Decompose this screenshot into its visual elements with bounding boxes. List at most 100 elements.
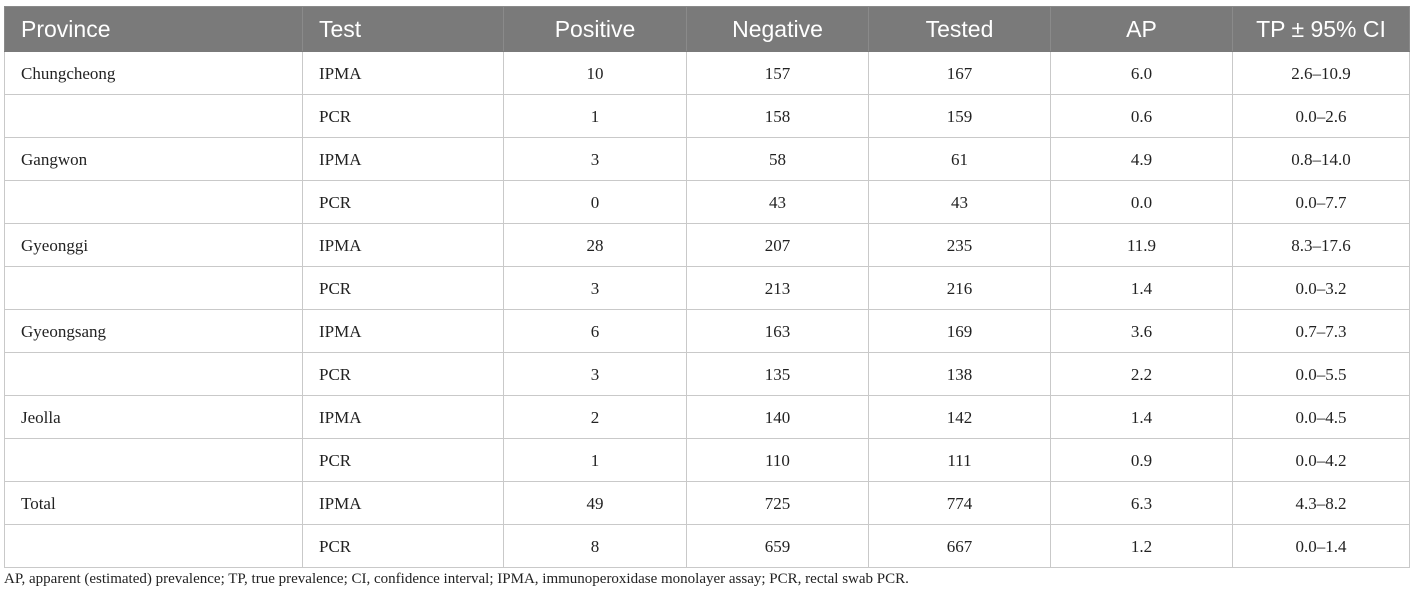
cell-tp-ci: 0.8–14.0	[1232, 137, 1410, 181]
cell-tested: 61	[868, 137, 1051, 181]
column-header-positive: Positive	[503, 6, 687, 52]
cell-tp-ci: 4.3–8.2	[1232, 481, 1410, 525]
cell-negative: 110	[686, 438, 869, 482]
cell-ap: 0.9	[1050, 438, 1233, 482]
cell-test: IPMA	[302, 51, 504, 95]
cell-ap: 0.6	[1050, 94, 1233, 138]
cell-ap: 4.9	[1050, 137, 1233, 181]
table-row: Gyeongsang IPMA 6 163 169 3.6 0.7–7.3	[4, 309, 1410, 353]
table-row: Jeolla IPMA 2 140 142 1.4 0.0–4.5	[4, 395, 1410, 439]
cell-test: IPMA	[302, 395, 504, 439]
cell-tp-ci: 0.0–7.7	[1232, 180, 1410, 224]
cell-province: Total	[4, 481, 303, 525]
cell-positive: 2	[503, 395, 687, 439]
cell-negative: 135	[686, 352, 869, 396]
cell-positive: 3	[503, 137, 687, 181]
cell-tested: 43	[868, 180, 1051, 224]
table-footnote: AP, apparent (estimated) prevalence; TP,…	[4, 571, 909, 587]
cell-province	[4, 438, 303, 482]
column-header-negative: Negative	[686, 6, 869, 52]
cell-positive: 10	[503, 51, 687, 95]
cell-positive: 1	[503, 94, 687, 138]
cell-tp-ci: 0.0–1.4	[1232, 524, 1410, 568]
cell-province	[4, 352, 303, 396]
cell-tested: 667	[868, 524, 1051, 568]
cell-test: PCR	[302, 94, 504, 138]
cell-test: IPMA	[302, 137, 504, 181]
header-row: Province Test Positive Negative Tested A…	[4, 6, 1410, 52]
cell-ap: 6.0	[1050, 51, 1233, 95]
cell-tested: 216	[868, 266, 1051, 310]
column-header-tp-ci: TP ± 95% CI	[1232, 6, 1410, 52]
column-header-ap: AP	[1050, 6, 1233, 52]
cell-test: PCR	[302, 180, 504, 224]
cell-tested: 159	[868, 94, 1051, 138]
cell-negative: 140	[686, 395, 869, 439]
cell-positive: 3	[503, 352, 687, 396]
prevalence-table: Province Test Positive Negative Tested A…	[4, 6, 1410, 568]
cell-test: IPMA	[302, 223, 504, 267]
table-row: Chungcheong IPMA 10 157 167 6.0 2.6–10.9	[4, 51, 1410, 95]
cell-test: IPMA	[302, 481, 504, 525]
cell-province: Gangwon	[4, 137, 303, 181]
cell-test: PCR	[302, 352, 504, 396]
table-row: PCR 1 158 159 0.6 0.0–2.6	[4, 94, 1410, 138]
cell-province: Gyeonggi	[4, 223, 303, 267]
table-row: PCR 3 135 138 2.2 0.0–5.5	[4, 352, 1410, 396]
table-row: PCR 8 659 667 1.2 0.0–1.4	[4, 524, 1410, 568]
cell-province	[4, 180, 303, 224]
cell-tested: 235	[868, 223, 1051, 267]
cell-test: IPMA	[302, 309, 504, 353]
cell-tested: 142	[868, 395, 1051, 439]
cell-tp-ci: 0.0–4.5	[1232, 395, 1410, 439]
cell-negative: 659	[686, 524, 869, 568]
cell-tested: 774	[868, 481, 1051, 525]
cell-positive: 28	[503, 223, 687, 267]
table-row: Gangwon IPMA 3 58 61 4.9 0.8–14.0	[4, 137, 1410, 181]
cell-ap: 1.4	[1050, 266, 1233, 310]
cell-province: Gyeongsang	[4, 309, 303, 353]
cell-tp-ci: 0.0–4.2	[1232, 438, 1410, 482]
cell-tested: 138	[868, 352, 1051, 396]
cell-ap: 2.2	[1050, 352, 1233, 396]
cell-province	[4, 266, 303, 310]
cell-positive: 49	[503, 481, 687, 525]
table-row: Total IPMA 49 725 774 6.3 4.3–8.2	[4, 481, 1410, 525]
cell-positive: 3	[503, 266, 687, 310]
cell-positive: 6	[503, 309, 687, 353]
cell-positive: 0	[503, 180, 687, 224]
cell-tp-ci: 8.3–17.6	[1232, 223, 1410, 267]
cell-ap: 1.4	[1050, 395, 1233, 439]
cell-negative: 207	[686, 223, 869, 267]
table-row: PCR 1 110 111 0.9 0.0–4.2	[4, 438, 1410, 482]
cell-negative: 163	[686, 309, 869, 353]
column-header-tested: Tested	[868, 6, 1051, 52]
cell-ap: 6.3	[1050, 481, 1233, 525]
cell-ap: 3.6	[1050, 309, 1233, 353]
cell-negative: 725	[686, 481, 869, 525]
column-header-province: Province	[4, 6, 303, 52]
table-row: PCR 0 43 43 0.0 0.0–7.7	[4, 180, 1410, 224]
table-row: PCR 3 213 216 1.4 0.0–3.2	[4, 266, 1410, 310]
cell-tp-ci: 0.0–3.2	[1232, 266, 1410, 310]
cell-negative: 43	[686, 180, 869, 224]
cell-tp-ci: 0.0–2.6	[1232, 94, 1410, 138]
cell-test: PCR	[302, 524, 504, 568]
cell-tp-ci: 0.0–5.5	[1232, 352, 1410, 396]
cell-tested: 169	[868, 309, 1051, 353]
cell-negative: 157	[686, 51, 869, 95]
column-header-test: Test	[302, 6, 504, 52]
cell-negative: 213	[686, 266, 869, 310]
cell-negative: 58	[686, 137, 869, 181]
cell-tested: 167	[868, 51, 1051, 95]
cell-ap: 0.0	[1050, 180, 1233, 224]
cell-negative: 158	[686, 94, 869, 138]
cell-ap: 11.9	[1050, 223, 1233, 267]
cell-test: PCR	[302, 266, 504, 310]
cell-province: Jeolla	[4, 395, 303, 439]
cell-tp-ci: 2.6–10.9	[1232, 51, 1410, 95]
cell-ap: 1.2	[1050, 524, 1233, 568]
cell-positive: 1	[503, 438, 687, 482]
cell-province	[4, 94, 303, 138]
